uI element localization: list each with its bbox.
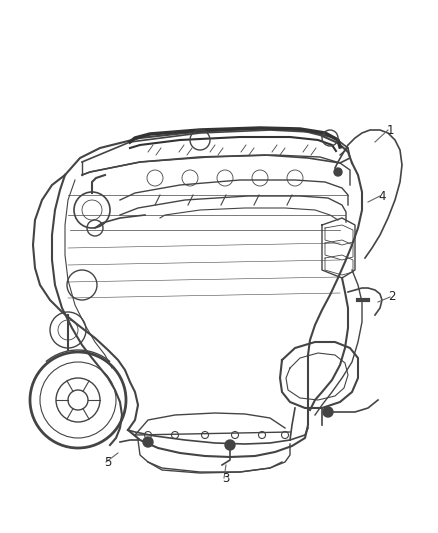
Text: 3: 3 <box>223 472 230 484</box>
Text: 1: 1 <box>386 124 394 136</box>
Text: 4: 4 <box>378 190 386 203</box>
Circle shape <box>143 437 153 447</box>
Text: 5: 5 <box>104 456 112 469</box>
Circle shape <box>225 440 235 450</box>
Circle shape <box>334 168 342 176</box>
Text: 2: 2 <box>388 290 396 303</box>
Circle shape <box>323 407 333 417</box>
